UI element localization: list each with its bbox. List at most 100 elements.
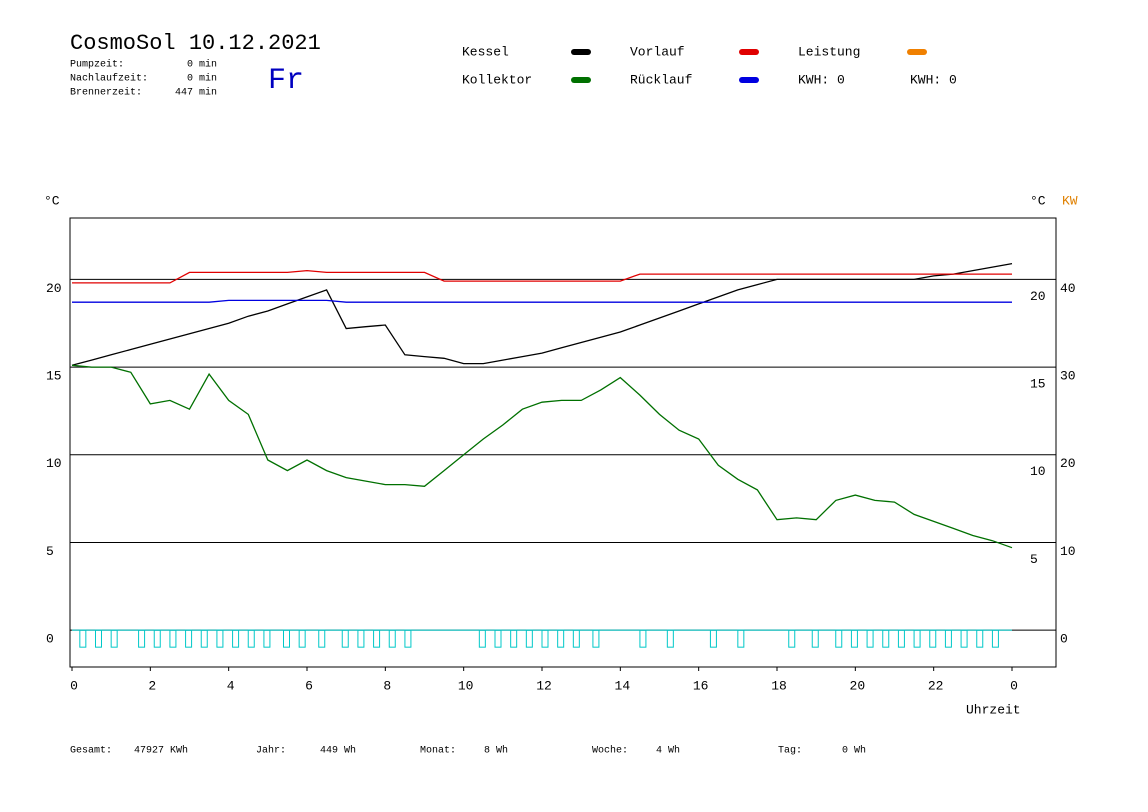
pulse	[897, 629, 905, 648]
pulse	[510, 629, 518, 648]
x-tick-label: 20	[850, 678, 866, 693]
y-right-tick-label: 10	[1030, 464, 1046, 479]
day: Fr	[268, 64, 304, 98]
pulse	[835, 629, 843, 648]
pulse	[247, 629, 255, 648]
x-tick-label: 16	[693, 678, 709, 693]
footer-value: 449 Wh	[320, 745, 356, 757]
y2-label-c: °C	[1030, 193, 1046, 208]
y-tick-label: 5	[46, 544, 54, 559]
pulse	[404, 629, 412, 648]
pulse	[373, 629, 381, 648]
pulse	[200, 629, 208, 648]
pulse	[541, 629, 549, 648]
x-label: Uhrzeit	[966, 702, 1021, 717]
pulse	[79, 629, 87, 648]
pulse	[944, 629, 952, 648]
pulse	[991, 629, 999, 648]
pulse	[572, 629, 580, 648]
plot-frame	[69, 217, 1057, 668]
y2-tick-label: 20	[1060, 456, 1076, 471]
pulse	[960, 629, 968, 648]
x-tick-label: 8	[383, 678, 391, 693]
pulse	[737, 629, 745, 648]
pulse	[95, 629, 102, 648]
x-tick-label: 4	[227, 678, 235, 693]
y2-tick-label: 10	[1060, 544, 1076, 559]
pulse	[866, 629, 874, 648]
pulse	[232, 629, 240, 648]
footer-label: Monat:	[420, 746, 456, 757]
pulse	[811, 629, 819, 648]
footer-label: Jahr:	[256, 745, 286, 757]
x-tick-label: 2	[148, 678, 156, 693]
pulse	[976, 629, 984, 648]
series-line	[71, 262, 1013, 366]
pulse	[788, 629, 796, 648]
legend-label: Kollektor	[462, 72, 532, 87]
stat-label: Brennerzeit:	[70, 87, 142, 99]
legend-label: Leistung	[798, 44, 860, 59]
pulse	[592, 629, 600, 648]
footer-label: Gesamt:	[70, 746, 112, 757]
stat-value: 0 min	[187, 59, 217, 71]
x-tick-label: 0	[1010, 678, 1018, 693]
pulse	[153, 629, 161, 648]
y-right-tick-label: 15	[1030, 377, 1046, 392]
title: CosmoSol 10.12.2021	[70, 31, 321, 56]
y-label: °C	[44, 193, 60, 208]
y-tick-label: 10	[46, 456, 62, 471]
y2-tick-label: 30	[1060, 369, 1076, 384]
x-tick-label: 14	[615, 678, 631, 693]
pulse	[169, 629, 177, 648]
pulse	[639, 629, 647, 648]
footer-label: Woche:	[592, 745, 628, 757]
kwh: KWH: 0	[910, 72, 957, 87]
pulse	[929, 629, 937, 648]
y-tick-label: 15	[46, 369, 62, 384]
pulse	[263, 629, 271, 648]
legend-label: Vorlauf	[630, 44, 685, 59]
pulse	[494, 629, 502, 648]
y-right-tick-label: 5	[1030, 552, 1038, 567]
pulse	[318, 629, 326, 648]
pulse	[709, 629, 717, 648]
y-tick-label: 20	[46, 281, 62, 296]
x-tick-label: 22	[928, 678, 944, 693]
pulse	[882, 629, 890, 648]
x-tick-label: 18	[771, 678, 787, 693]
stat-value: 447 min	[175, 87, 217, 99]
pulse	[850, 629, 858, 648]
legend-label: Rücklauf	[630, 72, 692, 87]
pulse	[525, 629, 533, 648]
pulse	[478, 629, 486, 648]
series-line	[72, 269, 1012, 284]
x-tick-label: 12	[536, 678, 552, 693]
pulse	[388, 629, 396, 648]
pulse	[341, 629, 349, 648]
stat-value: 0 min	[187, 73, 217, 85]
footer-value: 47927 KWh	[134, 745, 188, 757]
pulse	[110, 629, 118, 648]
y2-label: KW	[1062, 193, 1078, 208]
footer-value: 8 Wh	[484, 745, 508, 757]
series-line	[71, 364, 1013, 549]
y-right-tick-label: 20	[1030, 289, 1046, 304]
pulse	[298, 629, 306, 648]
footer-value: 4 Wh	[656, 745, 680, 757]
pulse	[185, 629, 193, 648]
legend-label: Kessel	[462, 44, 509, 59]
x-tick-label: 0	[70, 678, 78, 693]
y2-tick-label: 0	[1060, 632, 1068, 647]
x-tick-label: 10	[458, 678, 474, 693]
y2-tick-label: 40	[1060, 281, 1076, 296]
pulse	[666, 629, 674, 648]
pulse	[138, 629, 146, 648]
pulse	[283, 629, 290, 648]
pulse	[357, 629, 365, 648]
pulse	[913, 629, 921, 648]
footer-label: Tag:	[778, 746, 802, 757]
footer-value: 0 Wh	[842, 745, 866, 757]
